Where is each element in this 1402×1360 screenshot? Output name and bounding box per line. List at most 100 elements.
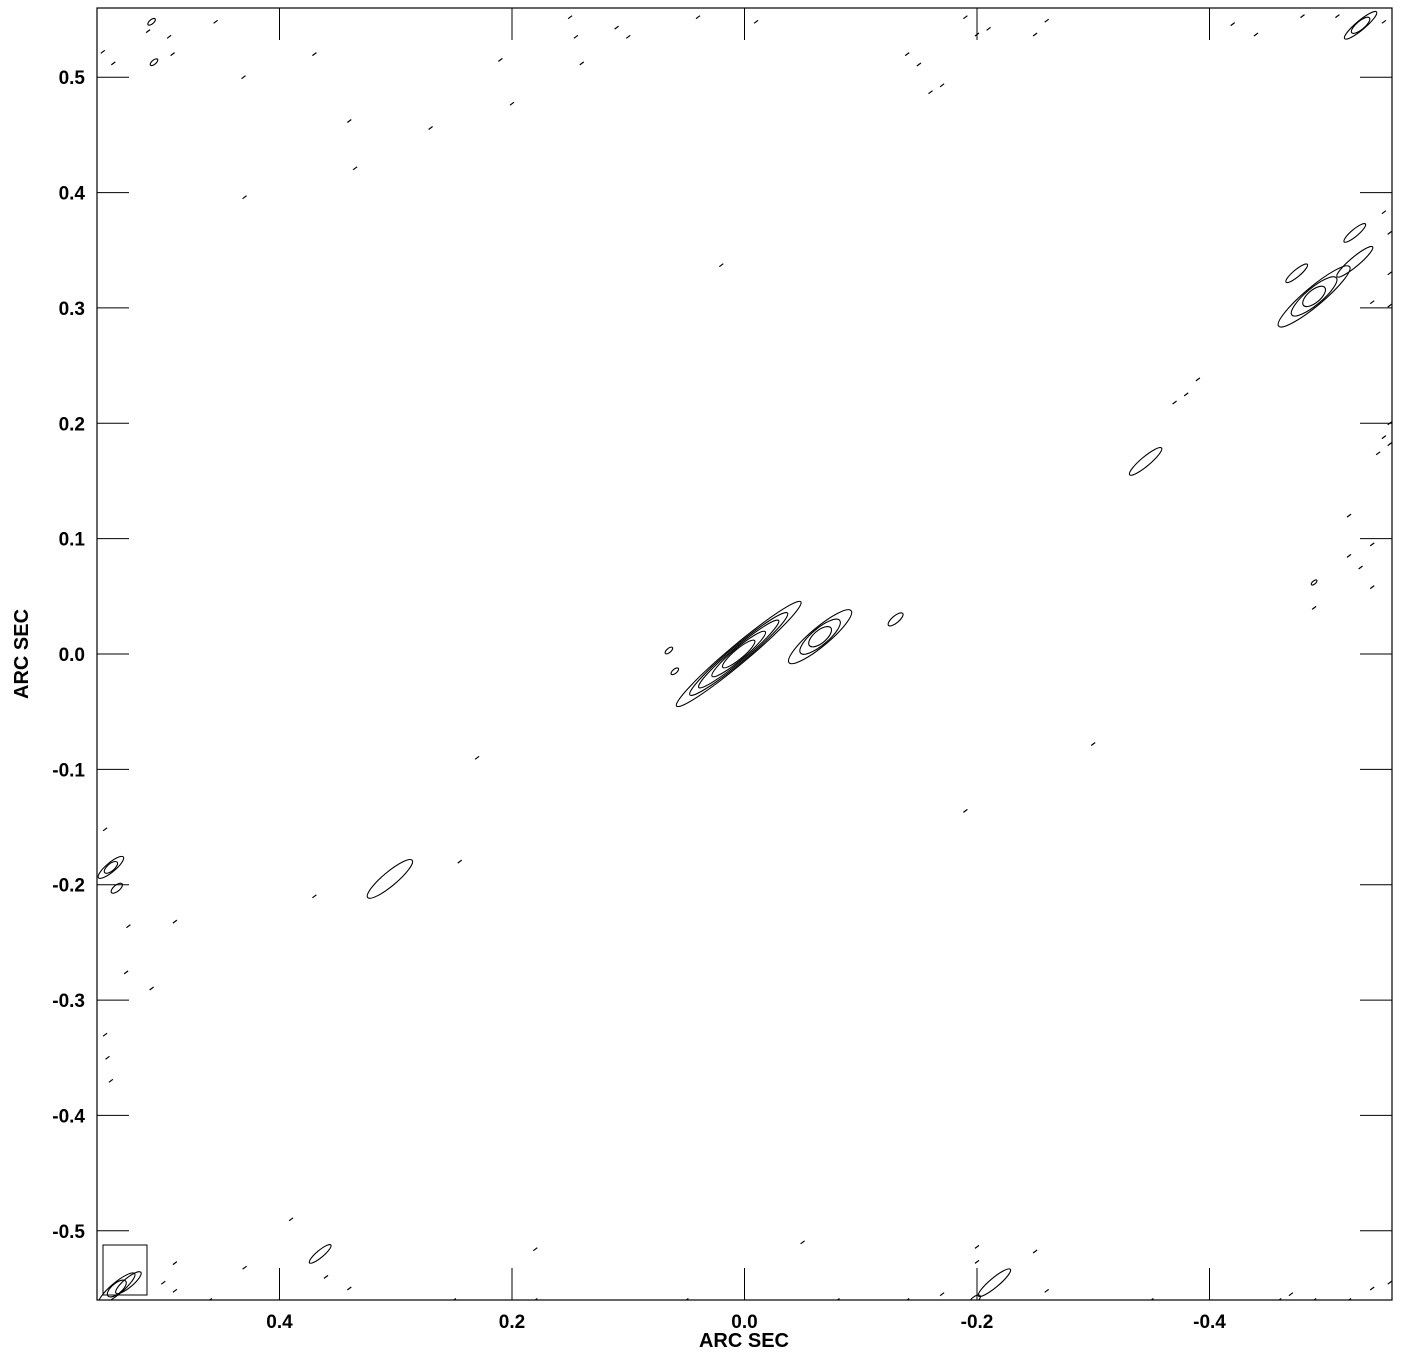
speckle-83 [974, 1259, 980, 1264]
speckle-82 [974, 1244, 980, 1249]
x-tick-label-4: -0.4 [1193, 1312, 1226, 1333]
speckle-87 [836, 1298, 840, 1300]
speckle-65 [108, 1078, 114, 1083]
x-tick-label-3: -0.2 [961, 1312, 994, 1333]
speckle-98 [1369, 1286, 1375, 1291]
speckle-18 [625, 34, 631, 39]
speckle-88 [777, 1301, 781, 1304]
contour-1-level-1 [799, 618, 841, 655]
contour-6-level-0 [1128, 447, 1163, 476]
speckle-94 [1278, 1298, 1282, 1300]
speckle-13 [498, 57, 503, 62]
speckle-91 [1091, 1301, 1095, 1304]
speckle-72 [172, 1288, 178, 1293]
speckle-56 [474, 755, 480, 760]
speckle-45 [1346, 553, 1352, 558]
speckle-81 [800, 1240, 805, 1245]
speckle-58 [312, 894, 317, 899]
speckle-37 [1183, 392, 1189, 397]
speckle-73 [323, 1274, 329, 1279]
speckle-67 [288, 1217, 294, 1222]
contour-3-level-0 [664, 646, 674, 655]
speckle-34 [1381, 19, 1387, 24]
speckle-31 [1253, 32, 1259, 37]
speckle-54 [1090, 742, 1096, 746]
contour-21-level-0 [115, 1271, 142, 1295]
speckle-80 [685, 1298, 689, 1300]
speckle-42 [1369, 300, 1375, 305]
contour-20-level-1 [106, 1279, 127, 1298]
contour-11-level-1 [1350, 16, 1371, 34]
speckle-53 [1311, 605, 1317, 610]
speckle-71 [160, 1280, 166, 1285]
speckle-62 [149, 986, 154, 991]
speckle-32 [1300, 14, 1305, 19]
speckle-27 [928, 90, 933, 95]
speckle-40 [1387, 230, 1392, 235]
speckle-0 [100, 49, 106, 54]
speckle-43 [1387, 303, 1392, 308]
speckle-21 [963, 15, 968, 20]
x-tick-label-2: 0.0 [731, 1312, 757, 1333]
speckle-85 [1044, 1288, 1050, 1293]
x-tick-label-1: 0.2 [499, 1312, 525, 1333]
contour-7-level-2 [1302, 285, 1327, 308]
beam-box [102, 1244, 148, 1296]
y-tick-labels: 0.5 0.4 0.3 0.2 0.1 0.0 -0.1 -0.2 -0.3 -0.4 -0.5 [52, 68, 85, 1243]
speckle-64 [105, 1055, 110, 1060]
speckle-50 [1375, 451, 1381, 456]
contour-5-level-0 [366, 858, 414, 899]
speckle-11 [428, 126, 433, 130]
speckle-74 [346, 1286, 352, 1291]
y-tick-label-1: 0.4 [59, 184, 86, 205]
speckle-41 [1387, 271, 1392, 276]
y-tick-label-4: 0.1 [59, 530, 86, 551]
contour-0-level-2 [697, 619, 780, 689]
speckle-93 [1231, 1301, 1235, 1304]
contour-13-level-0 [110, 882, 123, 894]
speckle-25 [904, 52, 910, 57]
speckle-99 [1387, 1280, 1392, 1285]
plot-frame [96, 7, 1393, 1301]
speckle-30 [1230, 22, 1236, 27]
contour-0-level-0 [675, 600, 802, 708]
speckle-95 [1288, 1292, 1294, 1297]
speckle-39 [1381, 210, 1387, 215]
contour-9-level-0 [1336, 245, 1374, 278]
speckle-38 [1195, 377, 1201, 382]
speckle-24 [1032, 32, 1038, 37]
speckle-77 [452, 1298, 457, 1300]
speckle-7 [312, 52, 317, 57]
speckle-92 [1150, 1298, 1154, 1300]
y-tick-label-6: -0.1 [52, 760, 85, 781]
speckle-44 [1346, 513, 1352, 518]
speckle-19 [695, 15, 701, 20]
contour-7-level-1 [1290, 276, 1338, 317]
speckle-3 [166, 34, 172, 39]
contour-1-level-0 [787, 609, 853, 665]
contour-0-level-1 [689, 612, 789, 696]
speckle-61 [123, 970, 129, 975]
speckle-90 [952, 1301, 956, 1304]
speckle-68 [532, 1247, 538, 1252]
speckle-28 [939, 83, 945, 88]
contour-1-level-2 [808, 625, 833, 648]
speckle-1 [110, 61, 116, 66]
y-tick-label-3: 0.2 [59, 414, 85, 435]
speckle-35 [718, 263, 724, 268]
y-tick-label-7: -0.2 [52, 876, 85, 897]
speckle-84 [1032, 1249, 1038, 1254]
contour-17-level-0 [149, 58, 159, 67]
y-tick-label-9: -0.4 [52, 1106, 85, 1127]
speckle-33 [1335, 14, 1340, 19]
contour-7-level-0 [1277, 265, 1351, 328]
speckle-97 [1348, 1298, 1352, 1300]
speckle-29 [986, 26, 991, 31]
speckle-46 [1358, 565, 1363, 570]
x-axis-label: ARC SEC [699, 1330, 789, 1352]
x-tick-labels: 0.4 0.2 0.0 -0.2 -0.4 [266, 1312, 1226, 1333]
speckle-12 [509, 101, 515, 106]
speckle-75 [208, 1298, 213, 1300]
speckle-57 [457, 859, 463, 864]
